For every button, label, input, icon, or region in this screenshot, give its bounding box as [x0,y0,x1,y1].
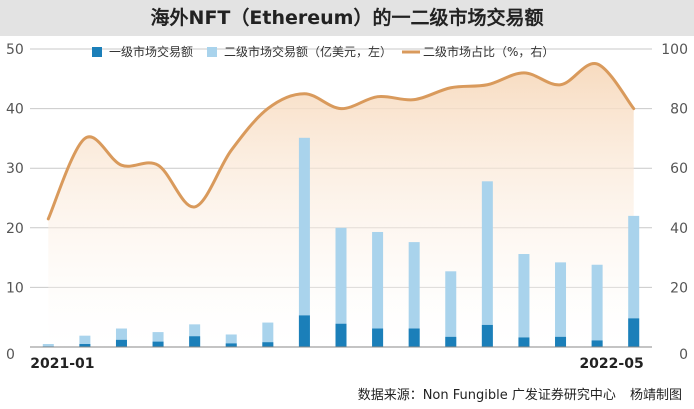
primary-market-bar [591,340,603,347]
secondary-market-bar [262,322,274,347]
legend-label: 二级市场占比（%，右） [423,44,554,59]
source-line: 数据来源：Non Fungible 广发证券研究中心 杨靖制图 [348,384,682,403]
left-tick-label: 50 [6,42,24,58]
primary-market-bar [481,324,493,347]
legend-label: 二级市场交易额（亿美元，左） [224,44,392,59]
left-tick-label: 40 [6,102,24,118]
primary-market-bar [518,337,530,347]
secondary-market-bar [518,254,530,347]
secondary-market-bar [79,335,91,347]
primary-market-bar [79,344,91,347]
title-bar [0,0,694,36]
chart-title: 海外NFT（Ethereum）的一二级市场交易额 [150,7,544,29]
secondary-market-bar [372,231,384,347]
primary-market-bar [408,328,420,347]
secondary-market-bar [555,262,567,347]
right-tick-label: 80 [670,102,688,118]
author-note: 杨靖制图 [629,388,682,403]
secondary-market-bar [481,181,493,347]
legend-swatch [207,47,217,57]
primary-market-bar [152,341,164,347]
legend-swatch [92,47,102,57]
primary-market-bar [372,328,384,347]
secondary-market-bar [152,332,164,347]
left-tick-label: 20 [6,221,24,237]
secondary-market-bar [225,334,237,347]
right-tick-label: 100 [661,42,688,58]
right-tick-label: 40 [670,221,688,237]
legend-label: 一级市场交易额 [109,44,193,59]
secondary-market-bar [298,137,310,347]
secondary-market-bar [335,227,347,347]
primary-market-bar [115,339,127,347]
left-tick-label: 0 [6,347,15,363]
primary-market-bar [298,315,310,347]
secondary-market-bar [408,242,420,347]
right-tick-label: 60 [670,161,688,177]
secondary-market-bar [115,328,127,347]
primary-market-bar [225,343,237,347]
left-tick-label: 10 [6,280,24,296]
right-tick-label: 0 [679,347,688,363]
secondary-market-bar [628,215,640,347]
source-note: 数据来源：Non Fungible 广发证券研究中心 [357,388,616,403]
primary-market-bar [189,336,201,347]
primary-market-bar [628,318,640,347]
primary-market-bar [445,336,457,347]
primary-market-bar [335,323,347,347]
primary-market-bar [555,336,567,347]
secondary-market-bar [445,271,457,347]
share-line [46,62,636,221]
secondary-market-bar [591,264,603,347]
secondary-market-bar [42,344,54,347]
secondary-market-bar [189,324,201,347]
x-tick-label: 2022-05 [579,356,643,372]
right-tick-label: 20 [670,280,688,296]
left-tick-label: 30 [6,161,24,177]
primary-market-bar [262,342,274,347]
x-tick-label: 2021-01 [30,356,94,372]
